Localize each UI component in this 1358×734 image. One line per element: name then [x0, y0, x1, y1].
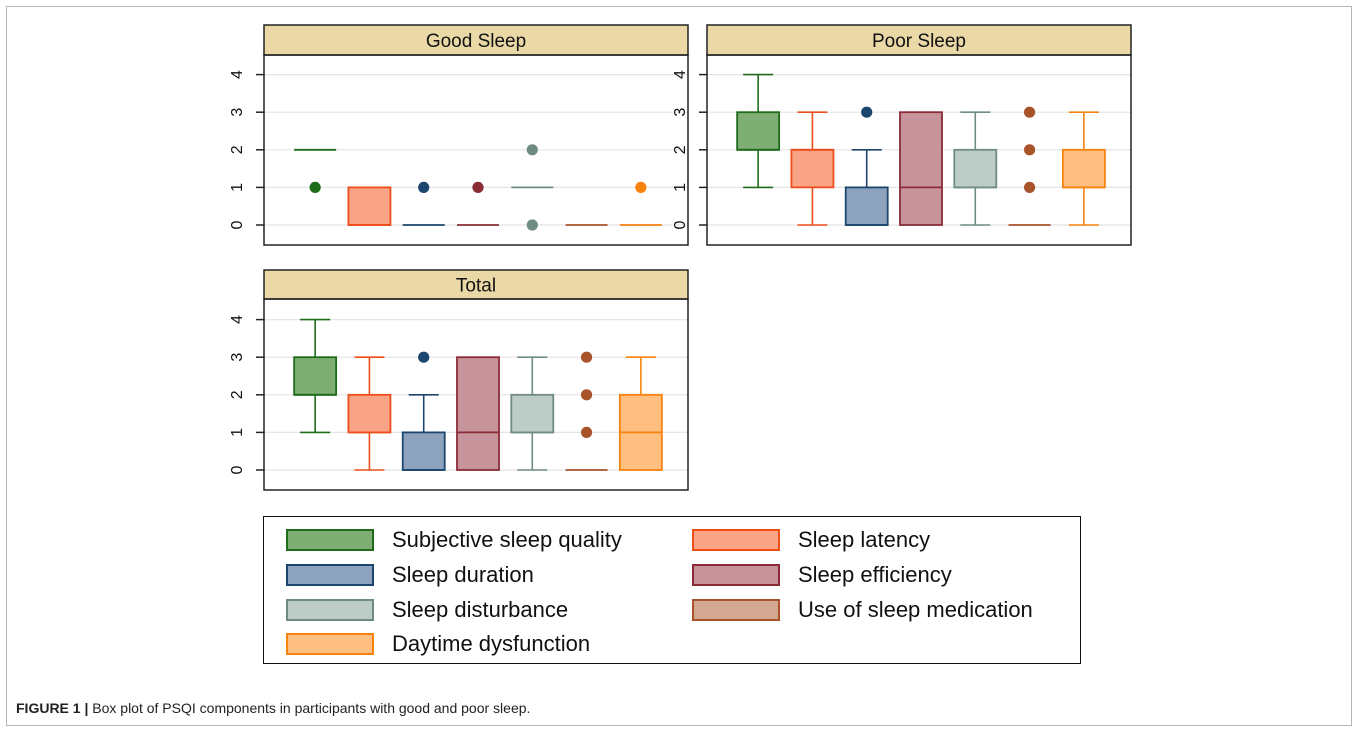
- figure-caption: FIGURE 1 | Box plot of PSQI components i…: [16, 700, 530, 716]
- legend-swatch: [286, 633, 374, 655]
- legend: Subjective sleep quality Sleep latency S…: [263, 516, 1081, 664]
- box-body: [401, 431, 446, 471]
- legend-item-sleep-duration: Sleep duration: [286, 560, 534, 590]
- y-tick-label: 4: [229, 70, 246, 79]
- outlier-point: [1023, 144, 1036, 156]
- legend-label: Sleep disturbance: [392, 597, 569, 622]
- outlier-point: [1023, 181, 1036, 193]
- box-body: [736, 111, 781, 151]
- legend-swatch: [286, 599, 374, 621]
- box-subjective-sleep-quality: [294, 148, 337, 193]
- box-sleep-efficiency: [457, 181, 499, 226]
- box-sleep-disturbance: [510, 356, 555, 471]
- box-daytime-dysfunction: [619, 181, 662, 226]
- panel-header: [263, 24, 689, 56]
- legend-item-subjective-sleep-quality: Subjective sleep quality: [286, 525, 622, 555]
- box-subjective-sleep-quality: [736, 73, 781, 189]
- outlier-point: [418, 181, 430, 193]
- box-body: [844, 186, 889, 226]
- outlier-point: [526, 144, 538, 156]
- box-body: [347, 186, 392, 226]
- y-tick-label: 2: [672, 145, 689, 154]
- box-body: [293, 356, 338, 396]
- y-tick-label: 2: [229, 390, 246, 399]
- box-use-of-sleep-medication: [1008, 106, 1051, 226]
- y-tick-label: 4: [229, 315, 246, 324]
- panel-good-sleep: Good Sleep 0 1 2 3 4: [229, 24, 689, 246]
- box-body: [347, 393, 392, 434]
- panel-total: Total 0 1 2 3 4: [229, 269, 689, 491]
- y-tick-label: 0: [672, 220, 689, 229]
- legend-label: Sleep efficiency: [798, 562, 952, 587]
- box-body: [790, 148, 835, 189]
- outlier-point: [580, 389, 593, 401]
- box-sleep-latency: [347, 186, 392, 226]
- box-body: [953, 148, 998, 189]
- y-tick-label: 0: [229, 465, 246, 474]
- panel-header: [706, 24, 1132, 56]
- box-body: [899, 111, 943, 226]
- y-tick-label: 3: [229, 353, 246, 362]
- box-sleep-latency: [347, 356, 392, 471]
- outlier-point: [526, 219, 538, 231]
- legend-swatch: [692, 529, 780, 551]
- outlier-point: [580, 351, 593, 363]
- box-sleep-efficiency: [456, 356, 500, 471]
- box-sleep-disturbance: [511, 144, 554, 231]
- panel-poor-sleep: Poor Sleep 0 1 2 3 4: [672, 24, 1132, 246]
- caption-text: Box plot of PSQI components in participa…: [92, 700, 531, 716]
- legend-swatch: [692, 564, 780, 586]
- box-sleep-disturbance: [953, 111, 998, 226]
- legend-label: Daytime dysfunction: [392, 631, 591, 656]
- panel-title: Poor Sleep: [872, 31, 966, 52]
- caption-label: FIGURE 1 |: [16, 700, 89, 716]
- outlier-point: [418, 351, 430, 363]
- outlier-point: [309, 181, 321, 193]
- box-use-of-sleep-medication: [565, 351, 608, 471]
- outlier-point: [472, 181, 484, 193]
- panel-header: [263, 269, 689, 300]
- box-subjective-sleep-quality: [293, 318, 338, 434]
- box-body: [1061, 148, 1106, 189]
- panel-title: Total: [456, 276, 496, 297]
- legend-label: Sleep duration: [392, 562, 534, 587]
- legend-item-sleep-latency: Sleep latency: [692, 525, 930, 555]
- legend-swatch: [286, 564, 374, 586]
- legend-item-use-of-sleep-medication: Use of sleep medication: [692, 595, 1033, 625]
- box-daytime-dysfunction: [1061, 111, 1106, 226]
- box-sleep-duration: [844, 106, 889, 226]
- box-sleep-efficiency: [899, 111, 943, 226]
- box-body: [510, 393, 555, 434]
- legend-label: Use of sleep medication: [798, 597, 1033, 622]
- y-tick-label: 1: [229, 183, 246, 192]
- box-sleep-duration: [401, 351, 446, 471]
- y-tick-label: 0: [229, 220, 246, 229]
- legend-label: Subjective sleep quality: [392, 527, 622, 552]
- legend-item-daytime-dysfunction: Daytime dysfunction: [286, 629, 590, 659]
- y-tick-label: 3: [229, 108, 246, 117]
- legend-item-sleep-disturbance: Sleep disturbance: [286, 595, 568, 625]
- legend-swatch: [286, 529, 374, 551]
- box-sleep-duration: [402, 181, 445, 226]
- box-daytime-dysfunction: [618, 356, 663, 471]
- outlier-point: [861, 106, 873, 118]
- outlier-point: [1023, 106, 1036, 118]
- legend-item-sleep-efficiency: Sleep efficiency: [692, 560, 952, 590]
- y-tick-label: 3: [672, 108, 689, 117]
- y-tick-label: 1: [672, 183, 689, 192]
- legend-swatch: [692, 599, 780, 621]
- y-tick-label: 2: [229, 145, 246, 154]
- y-tick-label: 1: [229, 428, 246, 437]
- panel-title: Good Sleep: [426, 31, 526, 52]
- outlier-point: [580, 426, 593, 438]
- legend-label: Sleep latency: [798, 527, 931, 552]
- outlier-point: [635, 181, 647, 193]
- box-sleep-latency: [790, 111, 835, 226]
- y-tick-label: 4: [672, 70, 689, 79]
- box-body: [456, 356, 500, 471]
